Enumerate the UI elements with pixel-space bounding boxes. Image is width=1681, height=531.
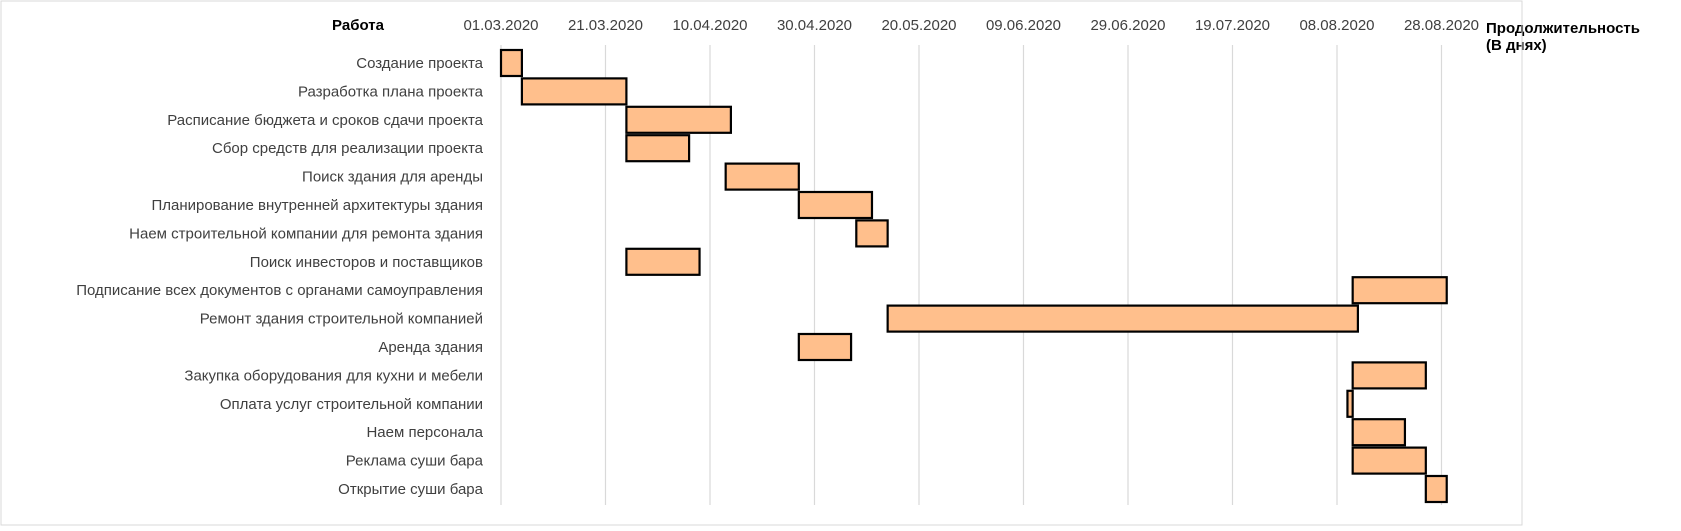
task-bar <box>625 134 691 163</box>
task-bar <box>855 219 889 248</box>
task-label: Наем строительной компании для ремонта з… <box>129 225 483 242</box>
task-label: Ремонт здания строительной компанией <box>200 311 483 328</box>
task-bar <box>886 304 1360 333</box>
x-tick-label: 21.03.2020 <box>568 17 643 34</box>
task-bar <box>724 162 800 191</box>
task-bar <box>520 77 628 106</box>
tick-label-layer: 01.03.2020 21.03.2020 10.04.2020 30.04.2020… <box>463 17 1479 34</box>
task-label: Открытие суши бара <box>338 481 483 498</box>
task-label: Закупка оборудования для кухни и мебели <box>184 367 483 384</box>
task-bar <box>797 332 853 362</box>
x-tick-label: 01.03.2020 <box>463 17 538 34</box>
task-bar <box>1351 446 1427 475</box>
x-axis-title-line-1: Продолжительность <box>1486 20 1640 37</box>
task-label: Планирование внутренней архитектуры здан… <box>151 197 483 214</box>
task-bar <box>625 247 701 276</box>
task-label: Поиск здания для аренды <box>302 169 483 186</box>
task-label: Поиск инвесторов и поставщиков <box>250 254 483 271</box>
task-bar <box>1351 361 1427 390</box>
task-label: Сбор средств для реализации проекта <box>212 140 484 157</box>
task-label: Наем персонала <box>366 424 483 441</box>
task-label: Подписание всех документов с органами са… <box>76 282 483 299</box>
x-tick-label: 08.08.2020 <box>1299 17 1374 34</box>
y-axis-title: Работа <box>332 17 385 34</box>
plot-area-border <box>1 1 1522 525</box>
task-bar <box>499 48 523 78</box>
task-label: Реклама суши бара <box>346 453 484 470</box>
task-label: Расписание бюджета и сроков сдачи проект… <box>167 112 483 129</box>
task-label: Создание проекта <box>356 55 483 72</box>
task-label: Аренда здания <box>378 339 483 356</box>
x-axis-title: Продолжительность (В днях) <box>1486 20 1644 54</box>
task-bar <box>1346 389 1354 418</box>
x-tick-label: 19.07.2020 <box>1195 17 1270 34</box>
task-label: Оплата услуг строительной компании <box>220 396 483 413</box>
x-axis-title-line-2: (В днях) <box>1486 37 1547 54</box>
x-tick-label: 28.08.2020 <box>1404 17 1479 34</box>
bar-layer <box>499 48 1448 504</box>
x-tick-label: 30.04.2020 <box>777 17 852 34</box>
x-tick-label: 10.04.2020 <box>672 17 747 34</box>
task-bar <box>1351 276 1448 305</box>
task-bar <box>1351 418 1407 447</box>
chart-border <box>0 0 1523 526</box>
x-tick-label: 29.06.2020 <box>1090 17 1165 34</box>
task-bar <box>797 190 874 220</box>
x-tick-label: 09.06.2020 <box>986 17 1061 34</box>
task-label: Разработка плана проекта <box>298 83 484 100</box>
x-tick-label: 20.05.2020 <box>881 17 956 34</box>
category-label-layer: Создание проекта Разработка плана проекта… <box>76 55 483 498</box>
task-bar <box>625 105 733 134</box>
task-bar <box>1424 474 1448 504</box>
